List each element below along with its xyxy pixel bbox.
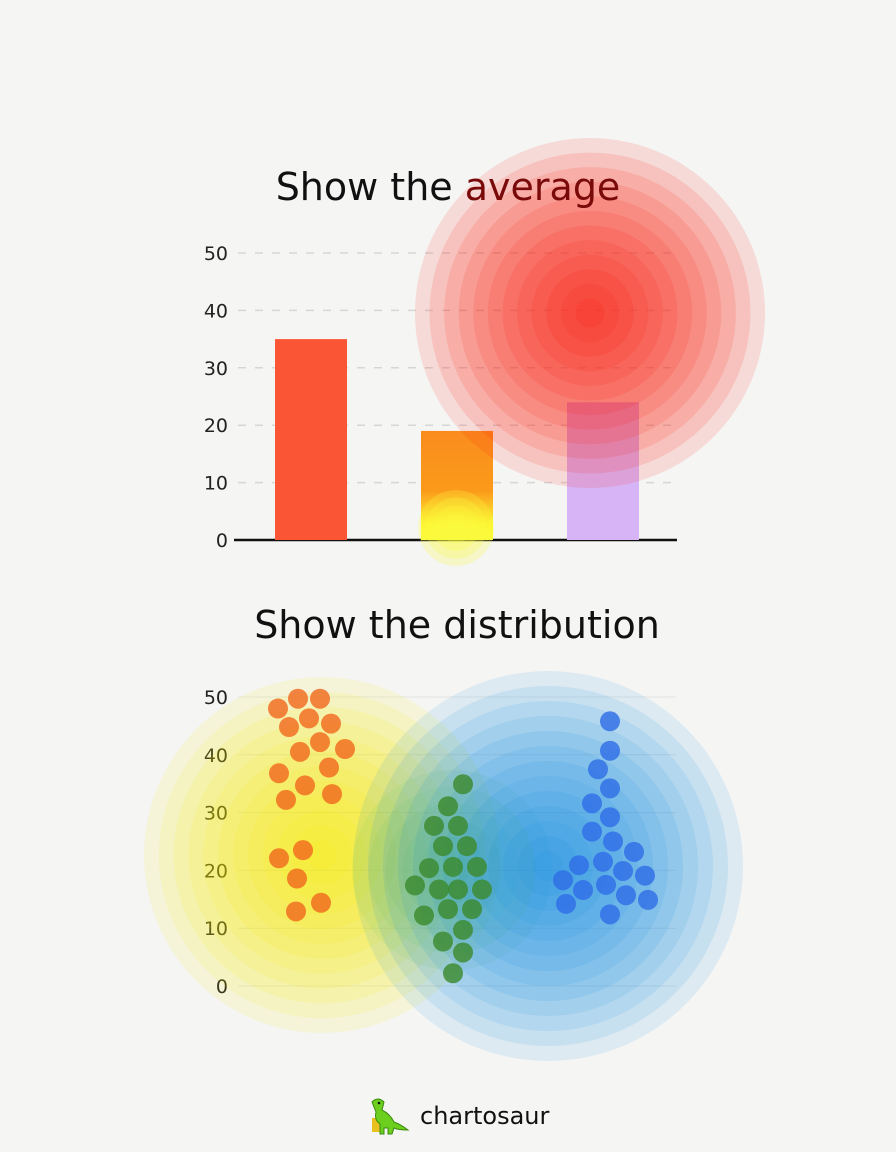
data-point <box>467 856 487 877</box>
y-tick-label: 20 <box>204 415 228 437</box>
data-point <box>472 879 492 900</box>
yellow-glow <box>144 677 500 1033</box>
data-point <box>582 793 602 814</box>
data-point <box>405 875 425 896</box>
data-point <box>335 739 355 760</box>
data-point <box>600 740 620 761</box>
data-point <box>600 778 620 799</box>
data-point <box>322 784 342 805</box>
data-point <box>268 698 288 719</box>
y-tick-label: 40 <box>204 300 228 322</box>
data-point <box>556 893 576 914</box>
data-point <box>269 848 289 869</box>
data-point <box>443 856 463 877</box>
data-point <box>438 899 458 920</box>
data-point <box>600 904 620 925</box>
data-point <box>457 836 477 857</box>
data-point <box>321 713 341 734</box>
data-point <box>635 865 655 886</box>
data-point <box>288 688 308 709</box>
data-point <box>600 711 620 732</box>
data-point <box>279 717 299 738</box>
data-point <box>287 868 307 889</box>
chart-title-distribution: Show the distribution <box>254 603 660 647</box>
data-point <box>269 763 289 784</box>
blue-glow <box>353 671 743 1061</box>
series-1 <box>268 688 355 922</box>
data-point <box>290 741 310 762</box>
data-point <box>573 880 593 901</box>
data-point <box>462 899 482 920</box>
data-point <box>433 931 453 952</box>
data-point <box>593 851 613 872</box>
y-tick-label: 50 <box>204 243 228 265</box>
series-2 <box>405 774 492 984</box>
data-point <box>613 860 633 881</box>
data-point <box>424 815 444 836</box>
data-point <box>276 789 296 810</box>
data-point <box>443 963 463 984</box>
data-point <box>433 836 453 857</box>
data-point <box>616 885 636 906</box>
data-point <box>596 874 616 895</box>
brand-logo: chartosaur <box>366 1096 549 1136</box>
y-tick-label: 10 <box>204 473 228 495</box>
data-point <box>600 807 620 828</box>
data-point <box>638 889 658 910</box>
red-highlight-glow <box>415 138 765 488</box>
bar-2 <box>421 430 493 540</box>
data-point <box>569 855 589 876</box>
series-3 <box>553 711 658 925</box>
data-point <box>295 775 315 796</box>
y-tick-label: 0 <box>216 530 228 552</box>
data-point <box>582 821 602 842</box>
data-point <box>588 759 608 780</box>
chart-title-average: Show the average <box>276 165 621 209</box>
y-tick-label: 40 <box>204 745 228 767</box>
data-point <box>624 841 644 862</box>
bar-3 <box>567 402 639 540</box>
data-point <box>453 774 473 795</box>
yellow-glow <box>418 490 494 566</box>
data-point <box>311 892 331 913</box>
dinosaur-icon <box>371 1098 410 1135</box>
data-point <box>448 815 468 836</box>
data-point <box>448 879 468 900</box>
data-point <box>453 942 473 963</box>
data-point <box>553 870 573 891</box>
data-point <box>429 879 449 900</box>
data-point <box>299 708 319 729</box>
bar-1 <box>275 339 347 540</box>
y-tick-label: 50 <box>204 687 228 709</box>
data-point <box>319 757 339 778</box>
data-point <box>419 858 439 879</box>
y-tick-label: 30 <box>204 358 228 380</box>
data-point <box>603 831 623 852</box>
data-point <box>310 732 330 753</box>
y-tick-label: 30 <box>204 803 228 825</box>
y-tick-label: 10 <box>204 918 228 940</box>
y-tick-label: 20 <box>204 860 228 882</box>
data-point <box>453 919 473 940</box>
data-point <box>414 905 434 926</box>
y-tick-label: 0 <box>216 976 228 998</box>
brand-name: chartosaur <box>420 1102 550 1130</box>
data-point <box>310 688 330 709</box>
data-point <box>286 901 306 922</box>
data-point <box>293 840 313 861</box>
data-point <box>438 796 458 817</box>
